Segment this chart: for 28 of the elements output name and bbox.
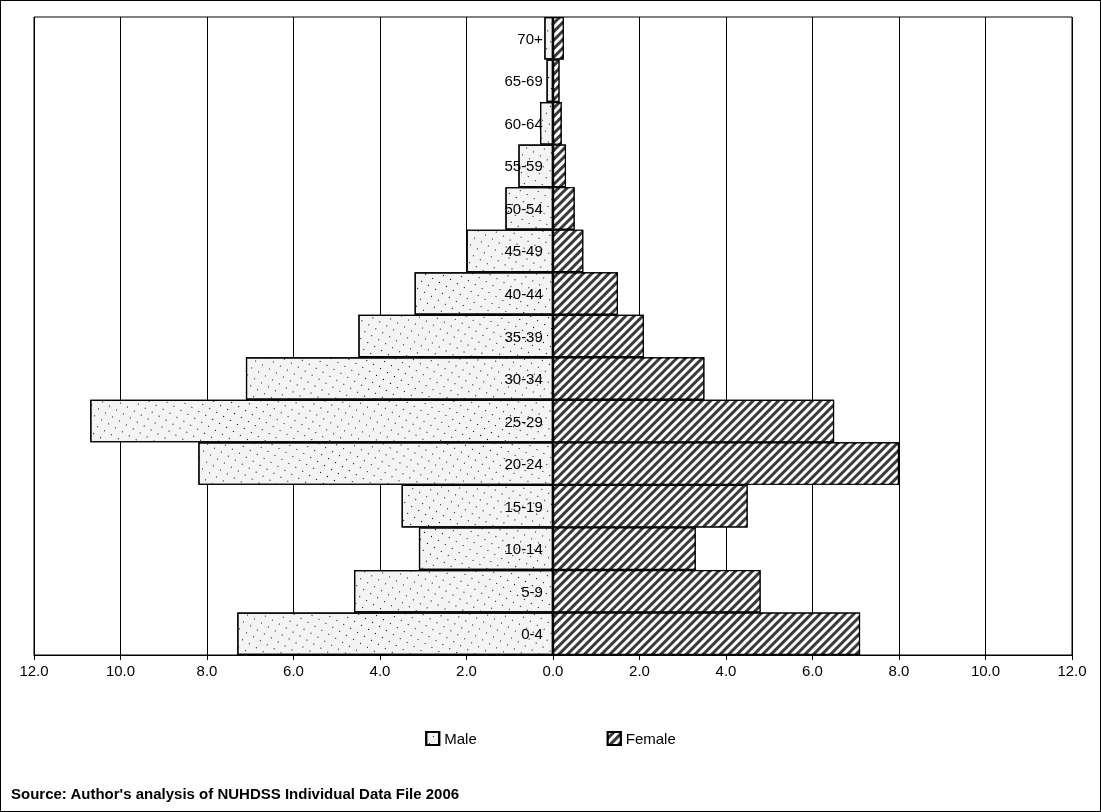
y-tick-label: 10-14: [504, 540, 543, 558]
x-tick-label: 12.0: [1057, 662, 1087, 679]
x-tick-label: 0.0: [542, 662, 564, 679]
x-tick-label: 4.0: [369, 662, 391, 679]
x-tick-label: 10.0: [970, 662, 1001, 679]
y-tick-label: 30-34: [504, 370, 543, 388]
y-tick-label: 70+: [517, 29, 544, 47]
x-tick-label: 8.0: [888, 662, 910, 679]
y-tick-label: 40-44: [504, 284, 543, 302]
x-tick-label: 12.0: [19, 662, 49, 679]
y-tick-label: 25-29: [504, 412, 543, 430]
y-tick-label: 5-9: [521, 582, 543, 600]
y-tick-label: 20-24: [504, 455, 543, 473]
legend-label: Male: [444, 730, 477, 747]
y-tick-label: 65-69: [504, 72, 543, 90]
x-tick-label: 8.0: [196, 662, 218, 679]
x-tick-label: 4.0: [715, 662, 737, 679]
y-tick-label: 0-4: [521, 625, 543, 643]
x-tick-label: 6.0: [802, 662, 823, 679]
y-tick-label: 35-39: [504, 327, 543, 345]
x-tick-label: 10.0: [105, 662, 136, 679]
y-tick-label: 45-49: [504, 242, 543, 260]
x-tick-label: 2.0: [456, 662, 477, 679]
y-tick-label: 15-19: [504, 497, 543, 515]
x-tick-label: 2.0: [629, 662, 650, 679]
legend-label: Female: [625, 730, 676, 747]
x-tick-label: 6.0: [283, 662, 304, 679]
source-note: Source: Author's analysis of NUHDSS Individual Data File 2006: [11, 785, 460, 802]
